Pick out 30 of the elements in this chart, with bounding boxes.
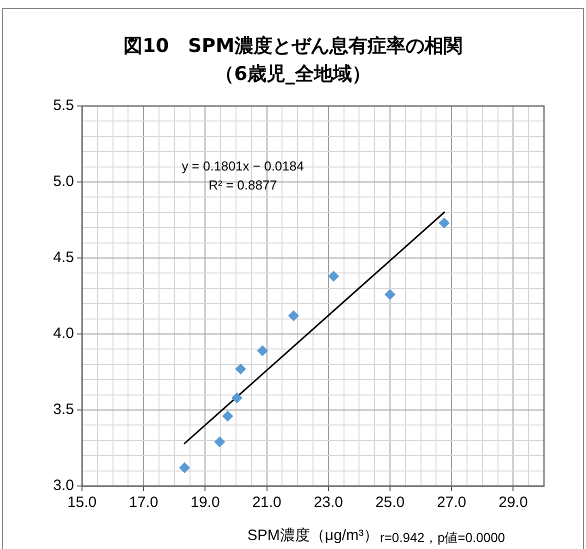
x-tick-label: 15.0 — [67, 494, 97, 512]
x-tick-label: 27.0 — [437, 494, 466, 512]
text: r=0.942，p値=0.0000 — [380, 530, 506, 546]
point — [328, 270, 340, 282]
point — [438, 218, 450, 229]
y-tick-label: 5.5 — [53, 97, 74, 114]
y-tick-label: 5.0 — [53, 173, 74, 190]
x-tick-label: 29.0 — [498, 494, 528, 512]
y-tick-label: 3.5 — [53, 401, 74, 418]
point — [231, 392, 242, 404]
x-tick-label: 19.0 — [190, 494, 220, 512]
point — [235, 363, 246, 374]
x-tick-label: 23.0 — [314, 494, 343, 512]
x-axis-title: SPM濃度（μg/m³） — [247, 527, 379, 544]
y-tick-label: 3.0 — [53, 477, 74, 494]
point — [256, 345, 268, 356]
annotation: R² = 0.8877 — [208, 177, 277, 192]
point — [384, 288, 396, 300]
annotation: y = 0.1801x − 0.0184 — [182, 158, 304, 174]
chart-title: 図10 SPM濃度とぜん息有症率の相関 — [122, 34, 464, 58]
point — [214, 436, 226, 448]
x-tick-label: 21.0 — [252, 494, 282, 512]
point — [288, 310, 300, 322]
point — [222, 410, 234, 422]
point — [179, 462, 190, 474]
x-tick-label: 25.0 — [375, 494, 405, 512]
y-tick-label: 4.5 — [53, 249, 74, 266]
y-tick-label: 4.0 — [53, 325, 74, 342]
x-tick-label: 17.0 — [129, 494, 158, 512]
chart-subtitle: （6歳児_全地域） — [214, 62, 372, 86]
